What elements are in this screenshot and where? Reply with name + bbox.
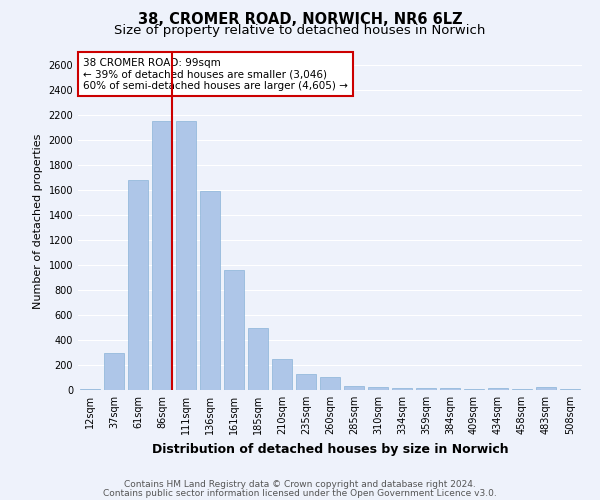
Bar (392, 388, 412, 390)
Text: Contains public sector information licensed under the Open Government Licence v3: Contains public sector information licen… (103, 488, 497, 498)
Bar (416, 388, 436, 390)
Bar (344, 386, 364, 390)
Bar (488, 388, 508, 390)
Bar (176, 121, 196, 390)
Text: Size of property relative to detached houses in Norwich: Size of property relative to detached ho… (115, 24, 485, 37)
Bar (104, 353, 124, 390)
Text: Contains HM Land Registry data © Crown copyright and database right 2024.: Contains HM Land Registry data © Crown c… (124, 480, 476, 489)
X-axis label: Distribution of detached houses by size in Norwich: Distribution of detached houses by size … (152, 442, 508, 456)
Bar (464, 389, 484, 390)
Bar (320, 377, 340, 390)
Bar (224, 270, 244, 390)
Bar (248, 328, 268, 390)
Text: 38 CROMER ROAD: 99sqm
← 39% of detached houses are smaller (3,046)
60% of semi-d: 38 CROMER ROAD: 99sqm ← 39% of detached … (83, 58, 348, 91)
Bar (536, 387, 556, 390)
Bar (368, 387, 388, 390)
Bar (152, 121, 172, 390)
Text: 38, CROMER ROAD, NORWICH, NR6 6LZ: 38, CROMER ROAD, NORWICH, NR6 6LZ (137, 12, 463, 28)
Bar (200, 191, 220, 390)
Y-axis label: Number of detached properties: Number of detached properties (33, 134, 43, 309)
Bar (80, 389, 100, 390)
Bar (440, 388, 460, 390)
Bar (272, 360, 292, 390)
Bar (296, 374, 316, 390)
Bar (128, 180, 148, 390)
